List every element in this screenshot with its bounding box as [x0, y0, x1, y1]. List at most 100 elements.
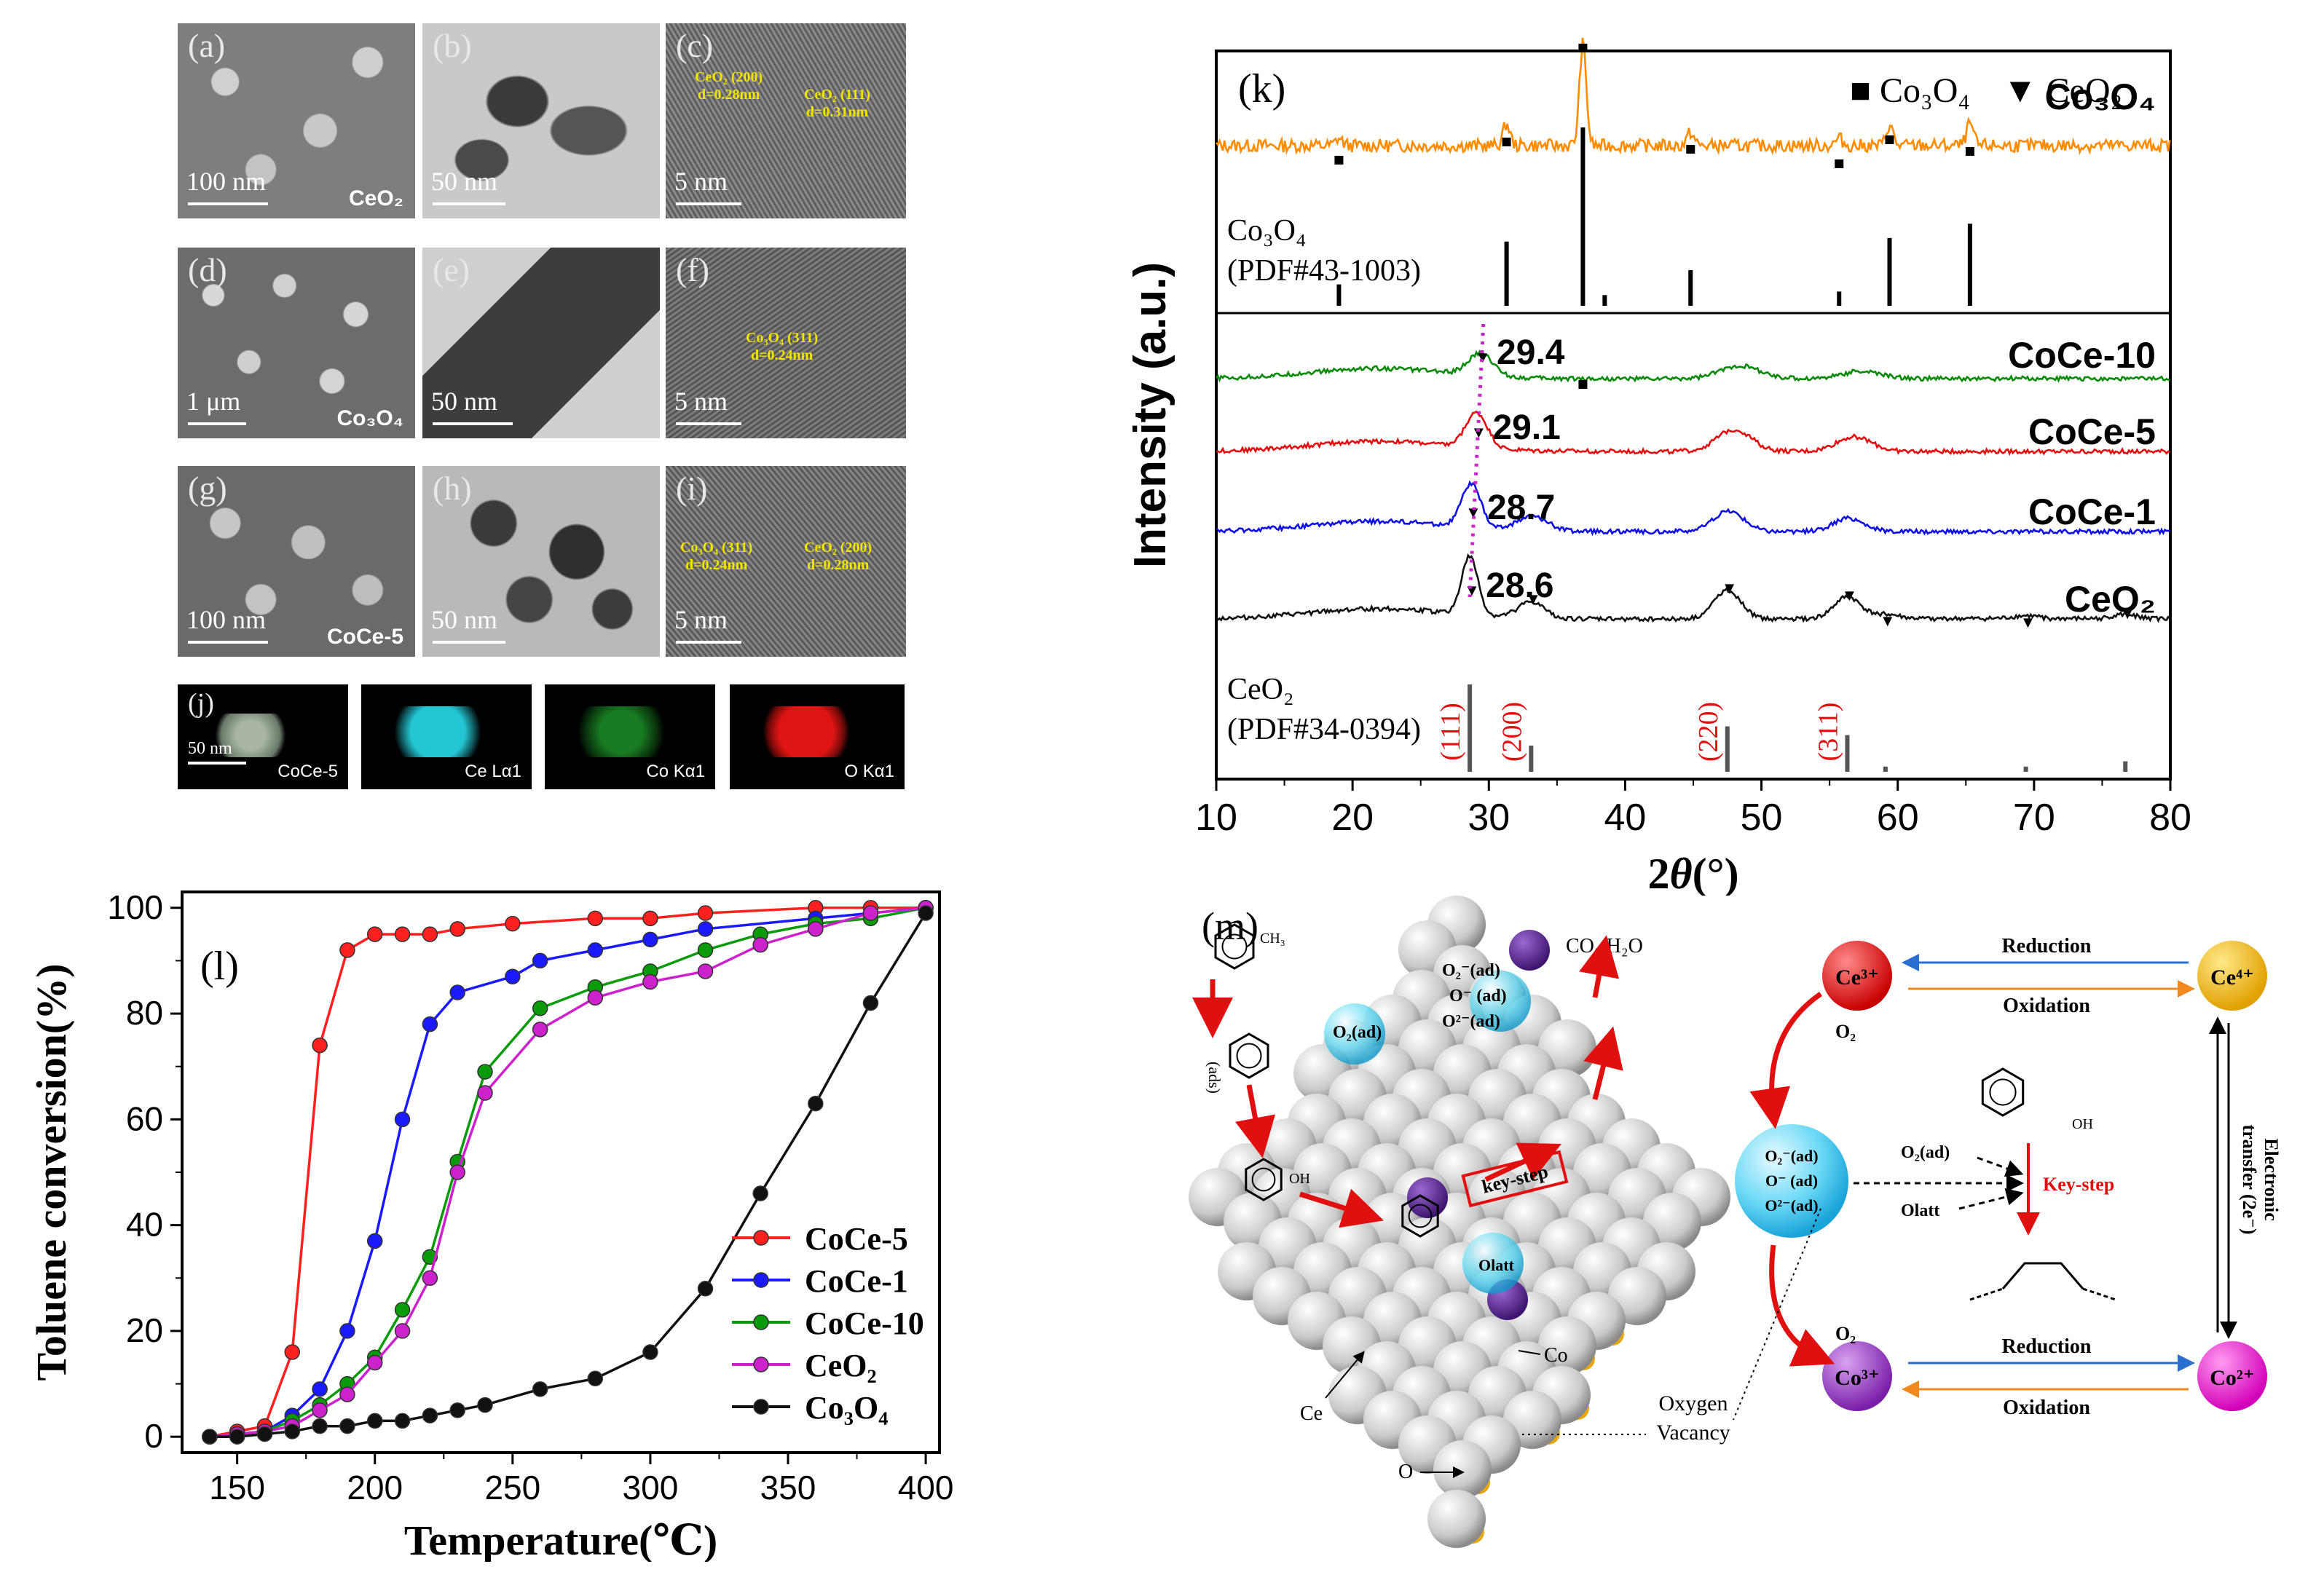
conversion-point [505, 915, 521, 932]
conversion-point [532, 1000, 548, 1016]
eds-label: O Kα1 [844, 762, 894, 781]
y-tick-label: 100 [107, 888, 163, 926]
tem-tile-g: (g) 100 nm CoCe-5 [178, 466, 415, 657]
ref-co3o4-label: Co₃O₄ [1227, 214, 1307, 248]
conversion-point [394, 1111, 411, 1128]
cycle-key-step-label: Key-step [2043, 1174, 2114, 1195]
panel-label: (h) [433, 470, 472, 507]
mineralization-arrow [1583, 1026, 1623, 1100]
legend-co3o4: ■ Co₃O₄ [1850, 71, 1970, 110]
legend-swatch-marker [753, 1356, 769, 1372]
o2ad-dashed-arrow [1977, 1156, 2024, 1177]
x-axis-label-num: 2 [1647, 850, 1669, 896]
annotation-spacing: d=0.28nm [806, 557, 870, 573]
x-axis-label-theta: θ [1669, 850, 1692, 896]
xrd-pattern-CeO₂ [1215, 553, 2171, 623]
conversion-point [422, 926, 438, 942]
conversion-point [532, 1381, 548, 1397]
tem-tile-f: (f) Co₃O₄ (311) d=0.24nm 5 nm [666, 248, 906, 438]
ce4-label: Ce⁴⁺ [2210, 965, 2254, 990]
o-callout: O [1398, 1461, 1413, 1483]
adsorbed-toluene-ring-ring [1236, 1043, 1262, 1069]
conversion-point [202, 1429, 218, 1445]
conversion-point [366, 1413, 383, 1429]
co3-label: Co³⁺ [1835, 1366, 1880, 1390]
conversion-point [312, 1037, 328, 1054]
panel-label: (k) [1238, 66, 1285, 111]
conversion-point [284, 1344, 301, 1360]
peak-position-label: 28.7 [1487, 489, 1555, 527]
conversion-point [366, 1354, 383, 1371]
maleic-carboxyl-left [1969, 1287, 2004, 1301]
scale-label: 50 nm [188, 739, 232, 758]
olatt-label: Olatt [1478, 1256, 1515, 1274]
peak-position-label: 29.1 [1492, 408, 1560, 447]
scale-label: 50 nm [431, 387, 498, 416]
conversion-point [312, 1402, 328, 1418]
tem-tile-h: (h) 50 nm [422, 466, 660, 657]
conversion-point [697, 921, 714, 937]
benzoic-acid-ring-ring [1408, 1204, 1433, 1228]
x-tick-label: 40 [1604, 797, 1647, 839]
co3o4-peak-marker [1965, 147, 1974, 156]
cycle-o2ad-label: O₂(ad) [1901, 1143, 1950, 1162]
scale-bar [188, 202, 268, 205]
conversion-point [587, 910, 604, 927]
conversion-point [394, 926, 411, 942]
legend-ceo2: ▼ CeO₂ [2003, 71, 2122, 110]
panel-label: (c) [676, 27, 714, 64]
oxidation-arrow-1 [1235, 1084, 1276, 1158]
annotation-spacing: d=0.24nm [750, 347, 814, 363]
y-tick-label: 20 [126, 1311, 163, 1349]
o2ad-label: O₂(ad) [1333, 1023, 1382, 1042]
xrd-pattern-CoCe-5 [1216, 410, 2170, 457]
conversion-point [284, 1423, 301, 1439]
ceo2-peak-marker: ▼ [1525, 590, 1541, 608]
co3o4-peak-marker [1578, 380, 1588, 389]
active-oxygen-site [1462, 1233, 1524, 1294]
ce3-sphere [1822, 941, 1892, 1011]
vacancy-label-2: Vacancy [1656, 1421, 1730, 1445]
x-tick-label: 150 [209, 1469, 265, 1506]
legend-label: CeO₂ [805, 1348, 877, 1383]
conversion-point [256, 1426, 273, 1442]
ref-ceo2-pdf: (PDF#34-0394) [1227, 713, 1421, 746]
o-atom [1427, 1490, 1486, 1548]
panel-label: (l) [200, 944, 239, 989]
conversion-point [642, 1344, 658, 1360]
transfer-label-1: Electronic [2261, 1138, 2282, 1221]
conversion-point [752, 936, 768, 953]
x-tick-label: 350 [760, 1469, 816, 1506]
panel-label: (d) [188, 251, 227, 288]
conversion-point [862, 905, 879, 921]
scale-bar [676, 422, 741, 425]
legend-swatch-marker [753, 1399, 769, 1415]
co3o4-peak-marker [1502, 138, 1511, 146]
conversion-point [477, 1397, 493, 1413]
co-oxidation-label: Oxidation [2003, 1397, 2090, 1419]
scale-label: 100 nm [186, 605, 267, 634]
x-axis-label: Temperature(℃) [404, 1517, 717, 1562]
key-step-box [1461, 1150, 1569, 1208]
peak-marker: ▼ [1465, 503, 1481, 521]
toluene-ring-ring [1221, 933, 1248, 960]
annotation-plane: CeO₂ (200) [695, 69, 763, 85]
lattice-annotation-1: CeO₂ (200) d=0.28nm [695, 68, 763, 103]
x-tick-label: 10 [1195, 797, 1237, 839]
ceo2-peak-marker: ▼ [1880, 612, 1896, 630]
tem-tile-i: (i) Co₃O₄ (311) d=0.24nm CeO₂ (200) d=0.… [666, 466, 906, 657]
co2-label: Co²⁺ [2210, 1366, 2255, 1390]
conversion-point [339, 942, 355, 958]
xrd-pattern-Co₃O₄ [1215, 37, 2171, 156]
eds-map-co: Co Kα1 [545, 684, 715, 789]
peak-shift-guide [1468, 323, 1486, 598]
pattern-label: CoCe-5 [2028, 411, 2156, 452]
scale-bar [676, 202, 741, 205]
conversion-point [587, 990, 604, 1006]
conversion-point [642, 910, 658, 927]
lattice-annotation-2: CeO₂ (200) d=0.28nm [804, 539, 872, 574]
peak-marker: ▼ [1464, 581, 1480, 599]
legend-swatch-marker [753, 1272, 769, 1288]
legend-label: Co₃O₄ [805, 1390, 888, 1426]
